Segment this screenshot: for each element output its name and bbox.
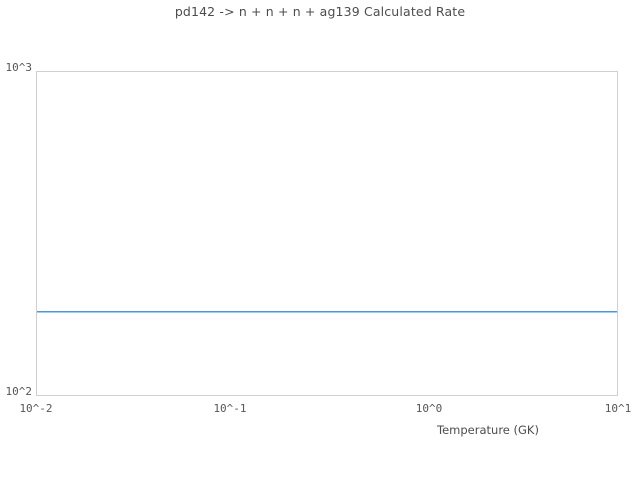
plot-svg [37, 310, 617, 313]
chart-title: pd142 -> n + n + n + ag139 Calculated Ra… [174, 4, 466, 19]
plot-area [36, 71, 618, 396]
x-axis-tick-label-1: 10^-1 [213, 402, 247, 415]
y-axis-tick-label-bottom: 10^2 [5, 385, 33, 398]
y-axis-tick-label-top: 10^3 [5, 61, 33, 74]
x-axis-title: Temperature (GK) [437, 423, 539, 437]
x-axis-tick-label-3: 10^1 [604, 402, 632, 415]
x-axis-tick-label-0: 10^-2 [19, 402, 53, 415]
x-axis-tick-label-2: 10^0 [415, 402, 443, 415]
